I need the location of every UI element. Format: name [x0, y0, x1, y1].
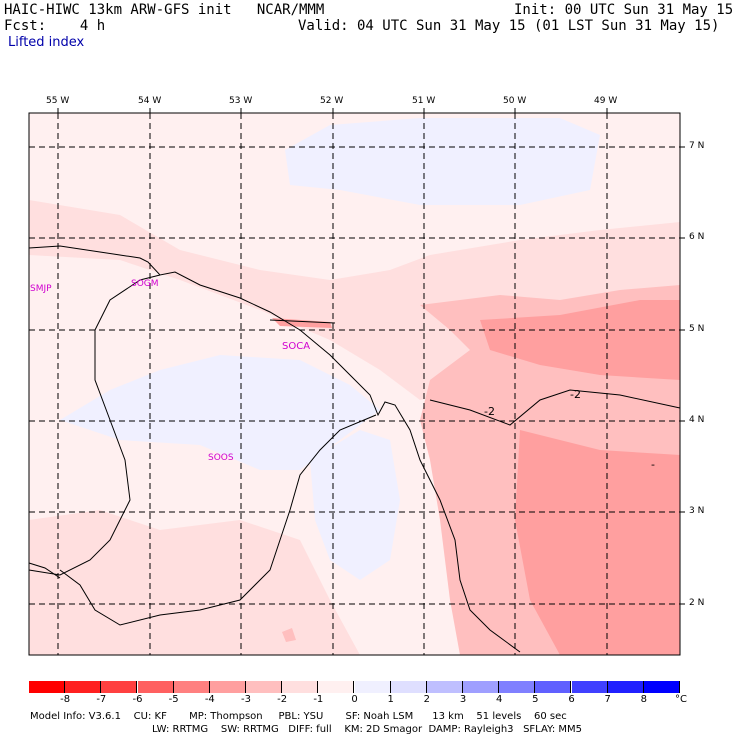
colorbar-label: -3 [241, 694, 251, 705]
colorbar-swatch [29, 681, 66, 693]
lon-label-55w: 55 W [46, 96, 70, 106]
colorbar-swatch [499, 681, 536, 693]
contour-label: -2 [484, 405, 495, 418]
contour-label: - [651, 458, 655, 471]
positive-area-inland-west [60, 355, 380, 470]
colorbar-swatch [571, 681, 608, 693]
border-suriname-west [28, 274, 161, 576]
colorbar-swatch [137, 681, 174, 693]
colorbar-swatch [101, 681, 138, 693]
colorbar-unit: °C [675, 694, 687, 705]
colorbar-label: 5 [532, 694, 539, 705]
colorbar-swatch [282, 681, 319, 693]
colorbar-label: 0 [351, 694, 358, 705]
negative-area-southwest [29, 510, 360, 655]
station-label: SOGM [131, 279, 159, 289]
colorbar-label: 2 [423, 694, 431, 705]
colorbar-label: -8 [60, 694, 71, 705]
colorbar-label: 3 [459, 694, 467, 705]
colorbar-swatch [535, 681, 572, 693]
colorbar-label: -2 [277, 694, 288, 705]
lon-label-49w: 49 W [594, 96, 618, 106]
colorbar-label: 7 [604, 694, 611, 705]
lat-label-6n: 6 N [689, 232, 705, 242]
map-frame [28, 112, 681, 656]
strong-area-east-north [480, 300, 680, 380]
lat-label-7n: 7 N [689, 141, 705, 151]
colorbar-swatch [173, 681, 210, 693]
colorbar-swatch [354, 681, 391, 693]
colorbar-label: -5 [168, 694, 179, 705]
axis-ticks [57, 108, 685, 605]
positive-area-north [285, 118, 600, 205]
lon-label-51w: 51 W [412, 96, 436, 106]
small-patch [282, 628, 296, 642]
contour-label: -2 [570, 388, 581, 401]
river-mouth [269, 319, 336, 324]
lon-label-52w: 52 W [320, 96, 344, 106]
colorbar-swatch [246, 681, 283, 693]
colorbar-swatch [65, 681, 102, 693]
colorbar-swatch [318, 681, 355, 693]
colorbar-swatch [463, 681, 500, 693]
colorbar-swatch [426, 681, 463, 693]
model-info-line1: Model Info: V3.6.1 CU: KF MP: Thompson P… [30, 711, 567, 722]
valid-time: Valid: 04 UTC Sun 31 May 15 (01 LST Sun … [298, 18, 720, 34]
init-time: Init: 00 UTC Sun 31 May 15 [514, 2, 734, 18]
colorbar-label: -7 [96, 694, 107, 705]
border-suriname-south [59, 414, 377, 626]
field-name: Lifted index [8, 35, 85, 50]
graticule [29, 113, 680, 655]
colorbar-label: 1 [387, 694, 394, 705]
colorbar-swatch [390, 681, 427, 693]
colorbar-label: -1 [313, 694, 324, 705]
colorbar-label: 4 [495, 694, 503, 705]
colorbar-label: 8 [640, 694, 648, 705]
colorbar-swatch [643, 681, 680, 693]
coastline [28, 245, 521, 653]
colorbar-swatch [209, 681, 246, 693]
strong-area-east-south [515, 430, 680, 655]
contour-line-minus2 [429, 389, 681, 426]
lat-label-4n: 4 N [689, 415, 705, 425]
forecast-hour: Fcst: 4 h [4, 18, 106, 34]
lon-label-50w: 50 W [503, 96, 527, 106]
border-guyana [28, 562, 61, 579]
lat-label-3n: 3 N [689, 506, 705, 516]
station-label: SOCA [282, 341, 311, 352]
lat-label-5n: 5 N [689, 324, 705, 334]
model-info-line2: LW: RRTMG SW: RRTMG DIFF: full KM: 2D Sm… [152, 724, 582, 735]
colorbar-swatch [607, 681, 644, 693]
colorbar-label: -6 [132, 694, 143, 705]
lon-label-54w: 54 W [138, 96, 162, 106]
lon-label-53w: 53 W [229, 96, 253, 106]
lat-label-2n: 2 N [689, 598, 705, 608]
station-label: SMJP [30, 284, 52, 294]
colorbar-label: 6 [568, 694, 575, 705]
station-label: SOOS [208, 453, 234, 463]
colorbar-label: -4 [204, 694, 215, 705]
model-title: HAIC-HIWC 13km ARW-GFS init NCAR/MMM [4, 2, 325, 18]
